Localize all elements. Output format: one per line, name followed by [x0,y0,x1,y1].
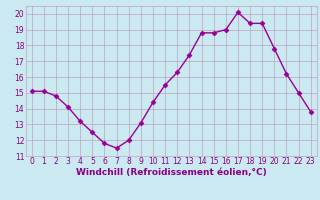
X-axis label: Windchill (Refroidissement éolien,°C): Windchill (Refroidissement éolien,°C) [76,168,267,177]
